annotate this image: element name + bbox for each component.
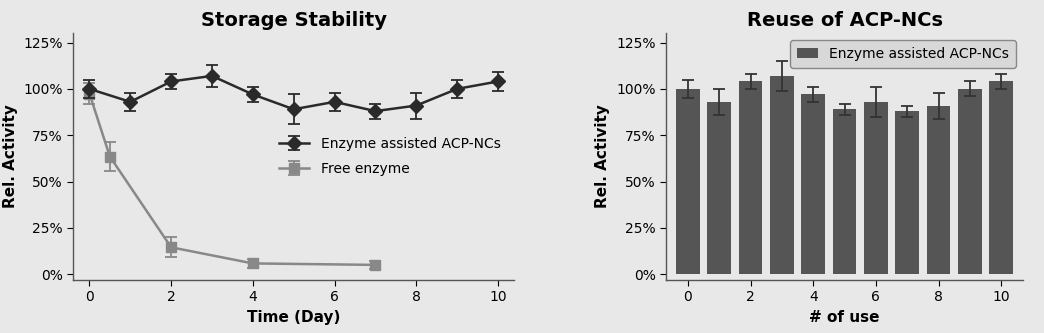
- Y-axis label: Rel. Activity: Rel. Activity: [2, 105, 18, 208]
- Title: Reuse of ACP-NCs: Reuse of ACP-NCs: [746, 11, 943, 30]
- Y-axis label: Rel. Activity: Rel. Activity: [595, 105, 611, 208]
- Bar: [896, 111, 919, 274]
- Bar: [990, 82, 1013, 274]
- Bar: [770, 76, 793, 274]
- Bar: [833, 109, 856, 274]
- Bar: [677, 89, 699, 274]
- Bar: [958, 89, 981, 274]
- Title: Storage Stability: Storage Stability: [200, 11, 386, 30]
- Bar: [708, 102, 731, 274]
- X-axis label: # of use: # of use: [809, 310, 880, 325]
- X-axis label: Time (Day): Time (Day): [247, 310, 340, 325]
- Bar: [864, 102, 887, 274]
- Bar: [739, 82, 762, 274]
- Legend: Enzyme assisted ACP-NCs, Free enzyme: Enzyme assisted ACP-NCs, Free enzyme: [271, 130, 507, 183]
- Bar: [802, 95, 825, 274]
- Bar: [927, 106, 950, 274]
- Legend: Enzyme assisted ACP-NCs: Enzyme assisted ACP-NCs: [790, 40, 1016, 68]
